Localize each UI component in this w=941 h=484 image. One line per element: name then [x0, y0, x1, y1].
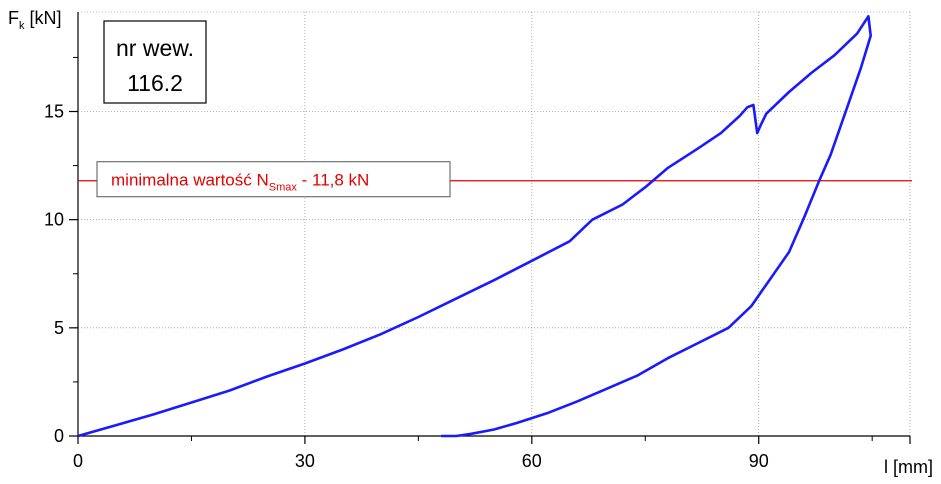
threshold-label-pre: minimalna wartość N	[111, 171, 269, 190]
x-tick-label: 30	[295, 451, 315, 471]
y-axis-label-main: F	[8, 8, 19, 28]
y-tick-label: 10	[44, 210, 64, 230]
threshold-label-sub: Smax	[269, 182, 298, 194]
y-tick-label: 5	[54, 318, 64, 338]
threshold-label-box	[96, 161, 451, 198]
y-tick-label: 15	[44, 102, 64, 122]
grid	[78, 11, 911, 436]
axis-ticks: 0 30 60 90 0 5 10 15	[44, 56, 911, 471]
y-axis-label-sub: k	[19, 20, 25, 32]
x-tick-label: 90	[749, 451, 769, 471]
threshold-label-post: - 11,8 kN	[297, 171, 369, 190]
series-layer	[77, 15, 872, 438]
sample-id-line2: 116.2	[127, 70, 183, 96]
sample-id-line1: nr wew.	[116, 35, 194, 61]
y-tick-label: 0	[54, 426, 64, 446]
y-axis-label: Fk [kN]	[8, 8, 62, 32]
sample-id-box	[103, 20, 207, 104]
y-axis-label-unit: [kN]	[25, 8, 62, 28]
force-curve	[77, 15, 872, 438]
x-axis-label: l [mm]	[884, 457, 933, 477]
threshold-label: minimalna wartość NSmax - 11,8 kN	[111, 171, 369, 194]
x-tick-label: 0	[73, 451, 83, 471]
x-tick-label: 60	[522, 451, 542, 471]
